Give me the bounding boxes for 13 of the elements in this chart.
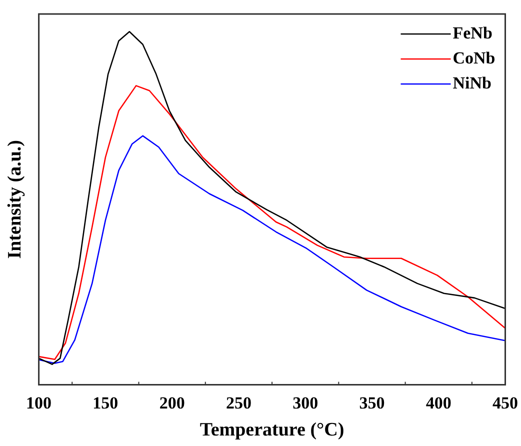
legend-label: NiNb <box>452 73 492 92</box>
y-axis-title: Intensity (a.u.) <box>4 140 26 259</box>
x-tick-label: 350 <box>359 393 385 412</box>
x-tick-label: 250 <box>226 393 252 412</box>
x-tick-label: 150 <box>92 393 118 412</box>
legend-label: FeNb <box>452 23 492 42</box>
x-tick-label: 200 <box>159 393 185 412</box>
x-tick-label: 400 <box>426 393 452 412</box>
x-axis-title: Temperature (°C) <box>200 420 344 441</box>
x-tick-label: 450 <box>492 393 518 412</box>
x-tick-label: 300 <box>292 393 318 412</box>
x-tick-label: 100 <box>26 393 52 412</box>
legend-label: CoNb <box>452 48 496 68</box>
